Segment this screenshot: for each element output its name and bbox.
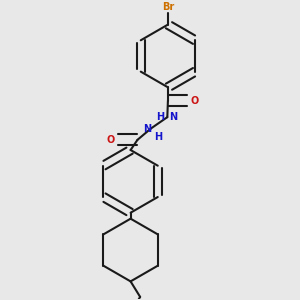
Text: H: H [156, 112, 164, 122]
Text: H: H [154, 132, 163, 142]
Text: O: O [191, 96, 199, 106]
Text: N: N [169, 112, 177, 122]
Text: O: O [106, 135, 115, 145]
Text: Br: Br [162, 2, 174, 12]
Text: N: N [143, 124, 151, 134]
